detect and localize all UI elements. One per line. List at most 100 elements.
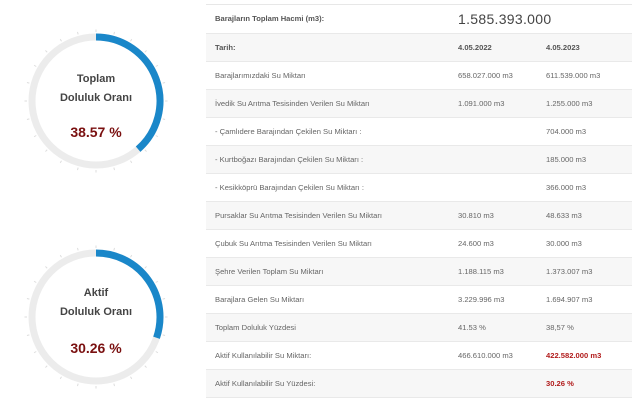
table-header-row: Barajların Toplam Hacmi (m3): 1.585.393.… bbox=[206, 5, 632, 34]
dam-data-table: Barajların Toplam Hacmi (m3): 1.585.393.… bbox=[206, 4, 632, 398]
row-value-2023: 1.373.007 m3 bbox=[546, 267, 593, 276]
gauge-tick-marks bbox=[24, 245, 168, 389]
row-value-2023: 704.000 m3 bbox=[546, 127, 587, 136]
gauge-tick bbox=[26, 334, 30, 336]
gauge-tick bbox=[155, 135, 159, 138]
table-row: Aktif Kullanılabilir Su Yüzdesi: 30.26 % bbox=[206, 370, 632, 398]
row-value-2022: 41.53 % bbox=[458, 323, 486, 332]
gauge-arc bbox=[95, 249, 164, 339]
row-label: Toplam Doluluk Yüzdesi bbox=[215, 323, 296, 332]
table-row: Pursaklar Su Arıtma Tesisinden Verilen S… bbox=[206, 202, 632, 230]
total-fill-gauge-ring bbox=[24, 29, 168, 173]
gauge-tick bbox=[130, 254, 133, 258]
gauge-tick bbox=[26, 298, 30, 300]
table-row: İvedik Su Arıtma Tesisinden Verilen Su M… bbox=[206, 90, 632, 118]
gauge-tick bbox=[33, 280, 37, 283]
row-label: Pursaklar Su Arıtma Tesisinden Verilen S… bbox=[215, 211, 382, 220]
row-label: Barajlara Gelen Su Miktarı bbox=[215, 295, 305, 304]
row-label: Şehre Verilen Toplam Su Miktarı bbox=[215, 267, 324, 276]
gauge-label-line1: Toplam bbox=[76, 73, 116, 85]
date-col1: 4.05.2022 bbox=[458, 43, 492, 52]
row-value-2022: 1.091.000 m3 bbox=[458, 99, 505, 108]
row-label: Aktif Kullanılabilir Su Yüzdesi: bbox=[215, 379, 316, 388]
gauge-tick bbox=[113, 247, 115, 251]
gauge-tick bbox=[144, 365, 147, 368]
gauge-tick bbox=[45, 149, 48, 152]
gauge-tick bbox=[155, 64, 159, 67]
row-value-2023: 611.539.000 m3 bbox=[546, 71, 601, 80]
table-row: Aktif Kullanılabilir Su Miktarı: 466.610… bbox=[206, 342, 632, 370]
row-value-2022: 3.229.996 m3 bbox=[458, 295, 505, 304]
gauge-value: 30.26 % bbox=[70, 340, 122, 356]
row-value-2022: 24.600 m3 bbox=[458, 239, 494, 248]
gauge-tick bbox=[33, 351, 37, 354]
gauge-tick bbox=[144, 50, 147, 53]
total-volume-label: Barajların Toplam Hacmi (m3): bbox=[215, 14, 325, 23]
table-row: Barajlarımızdaki Su Miktarı 658.027.000 … bbox=[206, 62, 632, 90]
gauge-tick bbox=[162, 334, 166, 336]
table-row: - Kesikköprü Barajından Çekilen Su Mikta… bbox=[206, 174, 632, 202]
gauge-tick bbox=[130, 160, 133, 164]
gauge-tick bbox=[162, 82, 166, 84]
gauge-tick bbox=[130, 376, 133, 380]
row-value-2023: 422.582.000 m3 bbox=[546, 351, 602, 360]
gauge-tick bbox=[59, 376, 62, 380]
gauge-tick bbox=[33, 135, 37, 138]
gauge-tick bbox=[77, 383, 79, 387]
gauge-tick bbox=[26, 82, 30, 84]
row-label: Çubuk Su Arıtma Tesisinden Verilen Su Mi… bbox=[215, 239, 372, 248]
row-value-2023: 30.26 % bbox=[546, 379, 574, 388]
row-label: Aktif Kullanılabilir Su Miktarı: bbox=[215, 351, 312, 360]
table-row: - Çamlıdere Barajından Çekilen Su Miktar… bbox=[206, 118, 632, 146]
table-row: Çubuk Su Arıtma Tesisinden Verilen Su Mi… bbox=[206, 230, 632, 258]
row-value-2023: 185.000 m3 bbox=[546, 155, 587, 164]
row-value-2023: 30.000 m3 bbox=[546, 239, 582, 248]
gauge-tick bbox=[59, 254, 62, 258]
gauge-tick bbox=[113, 383, 115, 387]
row-label: - Kurtboğazı Barajından Çekilen Su Mikta… bbox=[215, 155, 364, 164]
gauge-arc bbox=[95, 33, 164, 152]
gauge-value: 38.57 % bbox=[70, 124, 122, 140]
gauge-tick bbox=[59, 38, 62, 42]
gauge-tick bbox=[59, 160, 62, 164]
gauge-tick bbox=[162, 298, 166, 300]
row-label: Barajlarımızdaki Su Miktarı bbox=[215, 71, 306, 80]
table-row: Barajlara Gelen Su Miktarı 3.229.996 m3 … bbox=[206, 286, 632, 314]
gauge-tick bbox=[45, 365, 48, 368]
table-row: Şehre Verilen Toplam Su Miktarı 1.188.11… bbox=[206, 258, 632, 286]
gauge-label-line2: Doluluk Oranı bbox=[59, 306, 133, 318]
total-fill-gauge: Toplam Doluluk Oranı 38.57 % bbox=[24, 29, 168, 173]
gauge-tick bbox=[26, 118, 30, 120]
gauge-tick bbox=[33, 64, 37, 67]
row-value-2023: 1.694.907 m3 bbox=[546, 295, 593, 304]
row-value-2022: 1.188.115 m3 bbox=[458, 267, 504, 276]
table-row: - Kurtboğazı Barajından Çekilen Su Mikta… bbox=[206, 146, 632, 174]
total-volume-value: 1.585.393.000 bbox=[458, 11, 552, 27]
row-label: İvedik Su Arıtma Tesisinden Verilen Su M… bbox=[215, 99, 370, 108]
row-value-2022: 30.810 m3 bbox=[458, 211, 494, 220]
gauge-tick bbox=[77, 247, 79, 251]
gauge-tick-marks bbox=[24, 29, 168, 173]
gauge-tick bbox=[45, 50, 48, 53]
table-column-row: Tarih: 4.05.2022 4.05.2023 bbox=[206, 34, 632, 62]
gauge-tick bbox=[77, 167, 79, 171]
row-label: - Çamlıdere Barajından Çekilen Su Miktar… bbox=[215, 127, 362, 136]
gauge-tick bbox=[144, 149, 147, 152]
row-label: - Kesikköprü Barajından Çekilen Su Mikta… bbox=[215, 183, 364, 192]
gauge-tick bbox=[130, 38, 133, 42]
gauge-label-line1: Aktif bbox=[83, 287, 109, 299]
gauge-tick bbox=[162, 118, 166, 120]
row-value-2023: 38,57 % bbox=[546, 323, 574, 332]
gauge-label-line2: Doluluk Oranı bbox=[59, 92, 133, 104]
gauge-tick bbox=[144, 266, 147, 269]
row-value-2023: 1.255.000 m3 bbox=[546, 99, 593, 108]
date-label: Tarih: bbox=[215, 43, 236, 52]
gauge-tick bbox=[113, 31, 115, 35]
active-fill-gauge-ring bbox=[24, 245, 168, 389]
row-value-2023: 366.000 m3 bbox=[546, 183, 587, 192]
gauge-tick bbox=[45, 266, 48, 269]
gauge-tick bbox=[155, 280, 159, 283]
gauge-tick bbox=[113, 167, 115, 171]
gauge-tick bbox=[155, 351, 159, 354]
active-fill-gauge: Aktif Doluluk Oranı 30.26 % bbox=[24, 245, 168, 389]
